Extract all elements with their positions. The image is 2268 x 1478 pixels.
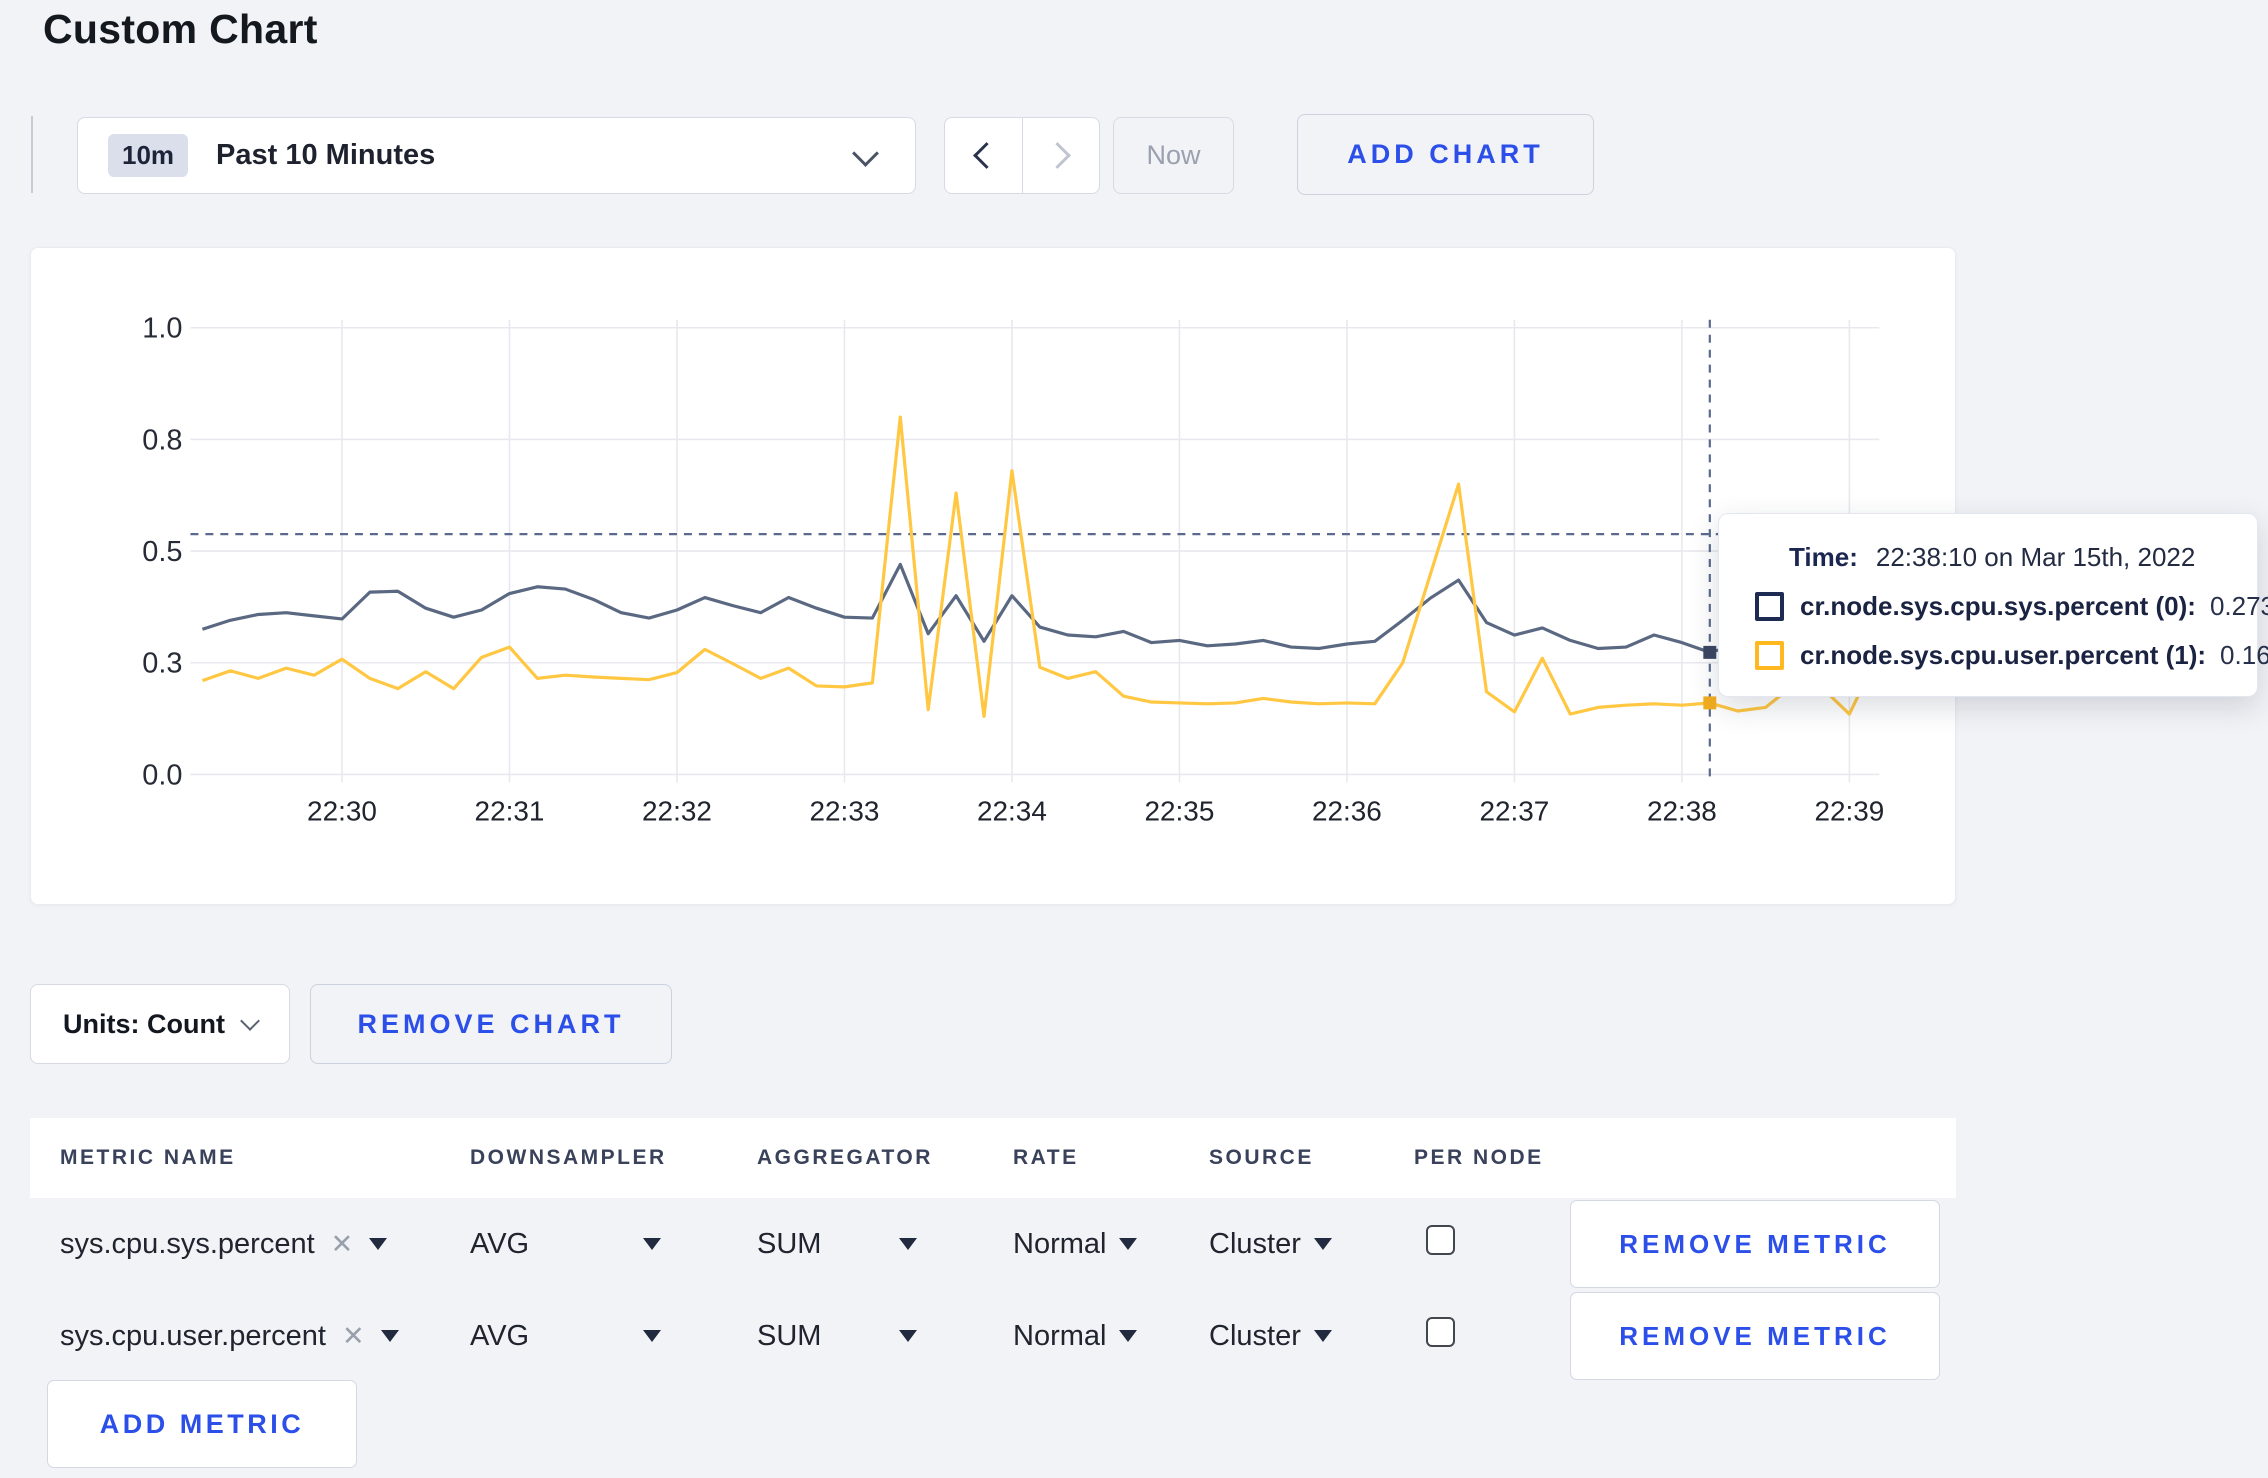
col-header-rate: RATE [1013, 1146, 1079, 1169]
caret-down-icon [369, 1238, 388, 1250]
y-axis-tick-label: 0.0 [142, 759, 182, 791]
tooltip-series-row: cr.node.sys.cpu.user.percent (1): 0.1601 [1755, 640, 2268, 671]
caret-down-icon [1119, 1238, 1138, 1250]
rate-select[interactable]: Normal [997, 1320, 1193, 1353]
tooltip-series-label: cr.node.sys.cpu.sys.percent (0): [1800, 591, 2196, 621]
units-label: Units: Count [63, 1008, 225, 1039]
chevron-down-icon [852, 140, 879, 167]
y-axis-tick-label: 0.8 [142, 424, 182, 456]
col-header-downsampler: DOWNSAMPLER [470, 1146, 667, 1169]
time-nav-group [944, 117, 1100, 194]
x-axis-tick-label: 22:38 [1647, 795, 1717, 826]
aggregator-select[interactable]: SUM [741, 1228, 997, 1261]
aggregator-select[interactable]: SUM [741, 1320, 997, 1353]
chevron-down-icon [240, 1011, 260, 1031]
col-header-aggregator: AGGREGATOR [757, 1146, 933, 1169]
metric-name-dropdown[interactable]: sys.cpu.user.percent ✕ [44, 1320, 454, 1353]
x-axis-tick-label: 22:36 [1312, 795, 1382, 826]
hover-dot-0 [1703, 645, 1717, 659]
aggregator-value: SUM [757, 1319, 822, 1352]
x-axis-tick-label: 22:37 [1479, 795, 1549, 826]
caret-down-icon [1313, 1330, 1332, 1342]
rate-select[interactable]: Normal [997, 1228, 1193, 1261]
clear-metric-icon[interactable]: ✕ [341, 1320, 365, 1351]
x-axis-tick-label: 22:30 [307, 795, 377, 826]
series-line-1 [201, 415, 1879, 718]
x-axis-tick-label: 22:32 [642, 795, 712, 826]
time-window-label: Past 10 Minutes [216, 139, 436, 171]
tooltip-series-value: 0.1601 [2220, 640, 2268, 670]
col-header-source: SOURCE [1209, 1146, 1314, 1169]
caret-down-icon [899, 1330, 917, 1342]
sys-series-swatch-icon [1755, 592, 1784, 621]
time-back-button[interactable] [945, 118, 1023, 193]
tooltip-time-value: 22:38:10 on Mar 15th, 2022 [1875, 542, 2196, 572]
per-node-checkbox[interactable] [1426, 1225, 1455, 1255]
metric-name-dropdown[interactable]: sys.cpu.sys.percent ✕ [44, 1228, 454, 1261]
caret-down-icon [1119, 1330, 1138, 1342]
tooltip-series-value: 0.2732 [2209, 591, 2268, 621]
custom-chart-plot[interactable]: 0.0 0.3 0.5 0.8 1.0 22:30 22:31 22:32 22:33 22:34… [30, 247, 1956, 905]
caret-down-icon [899, 1238, 917, 1250]
series-line-0 [201, 562, 1878, 654]
x-axis-tick-label: 22:34 [977, 795, 1047, 826]
x-axis-tick-label: 22:31 [475, 795, 545, 826]
per-node-checkbox[interactable] [1426, 1317, 1455, 1347]
rate-value: Normal [1013, 1319, 1107, 1352]
clear-metric-icon[interactable]: ✕ [330, 1228, 354, 1259]
chevron-left-icon [972, 142, 1000, 169]
remove-metric-button[interactable]: REMOVE METRIC [1570, 1200, 1940, 1288]
metric-row: sys.cpu.sys.percent ✕ AVG SUM Normal Clu… [30, 1198, 1956, 1290]
y-axis-tick-label: 1.0 [142, 313, 182, 345]
y-axis-tick-label: 0.5 [142, 536, 182, 568]
source-value: Cluster [1209, 1319, 1301, 1352]
time-range-dropdown[interactable]: 10m Past 10 Minutes [77, 117, 916, 194]
metric-row: sys.cpu.user.percent ✕ AVG SUM Normal Cl… [30, 1290, 1956, 1382]
hover-crosshair [190, 319, 1880, 783]
toolbar-left-divider [31, 116, 33, 193]
x-axis-tick-label: 22:33 [810, 795, 880, 826]
hover-dot-1 [1703, 696, 1717, 710]
col-header-per-node: PER NODE [1414, 1146, 1544, 1169]
tooltip-time-label: Time: [1789, 542, 1858, 572]
x-axis-tick-label: 22:39 [1814, 795, 1884, 826]
source-select[interactable]: Cluster [1193, 1228, 1398, 1261]
remove-metric-button[interactable]: REMOVE METRIC [1570, 1292, 1940, 1380]
x-axis-tick-label: 22:35 [1145, 795, 1215, 826]
caret-down-icon [643, 1238, 661, 1250]
y-axis-tick-label: 0.3 [142, 648, 182, 680]
metric-name-label: sys.cpu.sys.percent [60, 1227, 315, 1260]
units-dropdown[interactable]: Units: Count [30, 984, 290, 1064]
caret-down-icon [643, 1330, 661, 1342]
chart-hover-tooltip: Time: 22:38:10 on Mar 15th, 2022 cr.node.… [1718, 513, 2268, 697]
chart-grid: 0.0 0.3 0.5 0.8 1.0 22:30 22:31 22:32 22:33 22:34… [142, 313, 1884, 827]
add-metric-button[interactable]: ADD METRIC [47, 1380, 357, 1468]
now-button[interactable]: Now [1113, 117, 1234, 194]
metrics-table-header: METRIC NAME DOWNSAMPLER AGGREGATOR RATE … [30, 1118, 1956, 1198]
rate-value: Normal [1013, 1227, 1107, 1260]
caret-down-icon [1313, 1238, 1332, 1250]
add-chart-button[interactable]: ADD CHART [1297, 114, 1594, 195]
downsampler-value: AVG [470, 1227, 530, 1260]
tooltip-series-label: cr.node.sys.cpu.user.percent (1): [1800, 640, 2207, 670]
col-header-metric-name: METRIC NAME [60, 1146, 236, 1169]
tooltip-time-row: Time: 22:38:10 on Mar 15th, 2022 [1755, 542, 2257, 573]
tooltip-series-row: cr.node.sys.cpu.sys.percent (0): 0.2732 [1755, 591, 2268, 622]
metric-name-label: sys.cpu.user.percent [60, 1319, 326, 1352]
downsampler-value: AVG [470, 1319, 530, 1352]
user-series-swatch-icon [1755, 641, 1784, 670]
time-forward-button[interactable] [1023, 118, 1100, 193]
downsampler-select[interactable]: AVG [454, 1320, 741, 1353]
aggregator-value: SUM [757, 1227, 822, 1260]
time-window-badge: 10m [108, 134, 189, 177]
downsampler-select[interactable]: AVG [454, 1228, 741, 1261]
chevron-right-icon [1044, 142, 1072, 169]
source-select[interactable]: Cluster [1193, 1320, 1398, 1353]
page-title: Custom Chart [43, 6, 318, 52]
remove-chart-button[interactable]: REMOVE CHART [310, 984, 672, 1064]
caret-down-icon [380, 1330, 399, 1342]
source-value: Cluster [1209, 1227, 1301, 1260]
